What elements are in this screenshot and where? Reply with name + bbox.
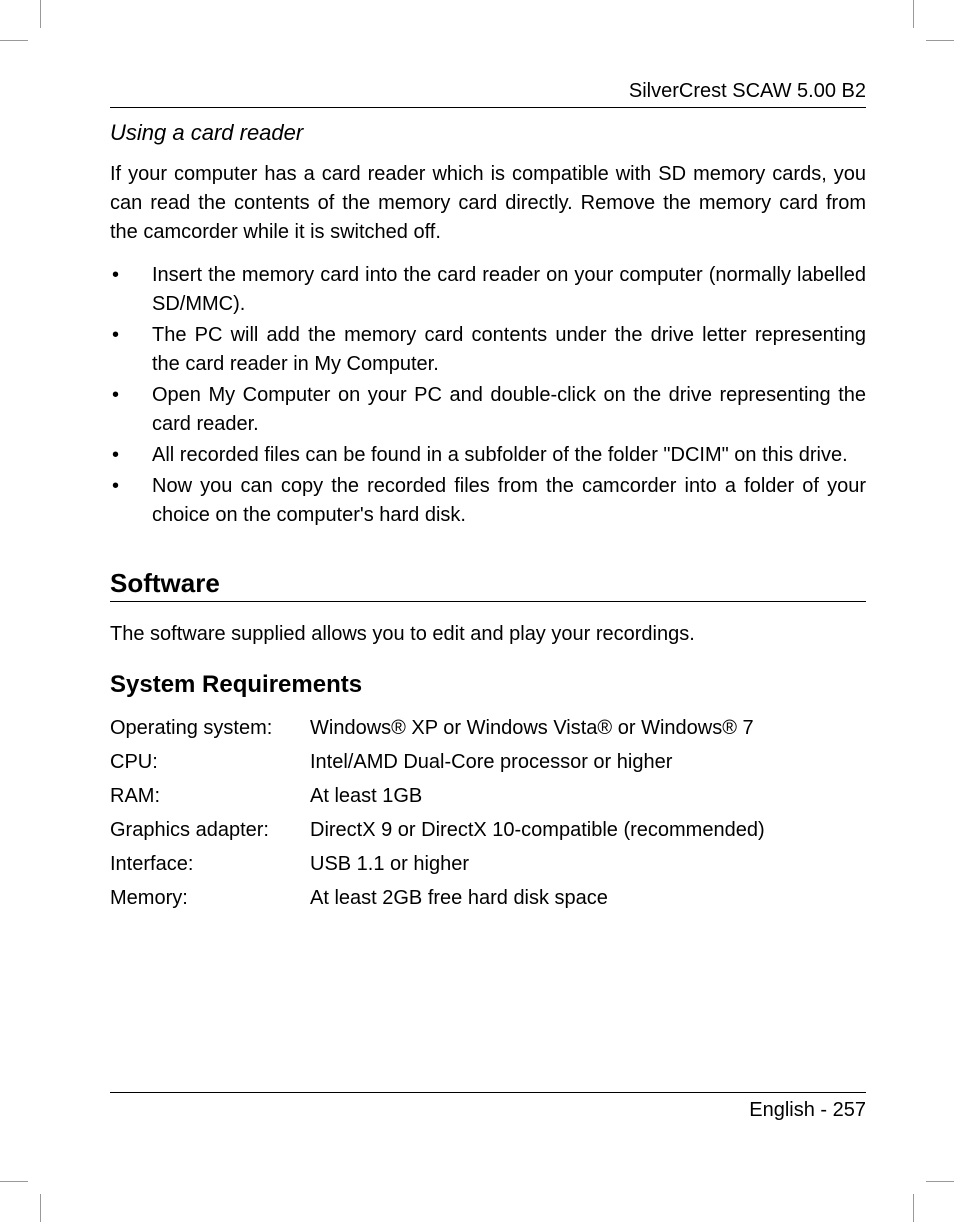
footer-text: English - 257	[749, 1099, 866, 1121]
crop-mark	[926, 1181, 954, 1182]
spec-label: Interface:	[110, 847, 310, 881]
spec-value: Intel/AMD Dual-Core processor or higher	[310, 745, 866, 779]
crop-mark	[913, 1194, 914, 1222]
list-item-text: All recorded files can be found in a sub…	[152, 441, 866, 470]
table-row: RAM: At least 1GB	[110, 779, 866, 813]
bullet-icon: •	[110, 321, 152, 379]
list-item-text: Insert the memory card into the card rea…	[152, 261, 866, 319]
table-row: Memory: At least 2GB free hard disk spac…	[110, 881, 866, 915]
bullet-icon: •	[110, 261, 152, 319]
spec-label: Memory:	[110, 881, 310, 915]
spec-value: At least 2GB free hard disk space	[310, 881, 866, 915]
list-item-text: The PC will add the memory card contents…	[152, 321, 866, 379]
spec-value: At least 1GB	[310, 779, 866, 813]
spec-value: USB 1.1 or higher	[310, 847, 866, 881]
bullet-icon: •	[110, 441, 152, 470]
page: SilverCrest SCAW 5.00 B2 Using a card re…	[0, 0, 954, 1222]
crop-mark	[913, 0, 914, 28]
table-row: Operating system: Windows® XP or Windows…	[110, 711, 866, 745]
page-footer: English - 257	[110, 1092, 866, 1122]
bullet-icon: •	[110, 381, 152, 439]
list-item: • The PC will add the memory card conten…	[110, 321, 866, 379]
table-row: CPU: Intel/AMD Dual-Core processor or hi…	[110, 745, 866, 779]
spec-table: Operating system: Windows® XP or Windows…	[110, 711, 866, 915]
table-row: Graphics adapter: DirectX 9 or DirectX 1…	[110, 813, 866, 847]
software-intro: The software supplied allows you to edit…	[110, 620, 866, 649]
crop-mark	[0, 1181, 28, 1182]
bullet-icon: •	[110, 472, 152, 530]
crop-mark	[40, 0, 41, 28]
list-item-text: Open My Computer on your PC and double-c…	[152, 381, 866, 439]
spec-value: Windows® XP or Windows Vista® or Windows…	[310, 711, 866, 745]
requirements-heading: System Requirements	[110, 671, 866, 699]
bullet-list: • Insert the memory card into the card r…	[110, 261, 866, 530]
software-heading: Software	[110, 568, 866, 602]
list-item: • Now you can copy the recorded files fr…	[110, 472, 866, 530]
section-subtitle: Using a card reader	[110, 120, 866, 146]
spec-label: CPU:	[110, 745, 310, 779]
list-item: • All recorded files can be found in a s…	[110, 441, 866, 470]
crop-mark	[40, 1194, 41, 1222]
crop-mark	[0, 40, 28, 41]
product-name: SilverCrest SCAW 5.00 B2	[110, 80, 866, 103]
table-row: Interface: USB 1.1 or higher	[110, 847, 866, 881]
spec-label: Operating system:	[110, 711, 310, 745]
spec-label: RAM:	[110, 779, 310, 813]
page-header: SilverCrest SCAW 5.00 B2	[110, 80, 866, 108]
list-item-text: Now you can copy the recorded files from…	[152, 472, 866, 530]
list-item: • Insert the memory card into the card r…	[110, 261, 866, 319]
spec-value: DirectX 9 or DirectX 10-compatible (reco…	[310, 813, 866, 847]
spec-label: Graphics adapter:	[110, 813, 310, 847]
crop-mark	[926, 40, 954, 41]
section-intro: If your computer has a card reader which…	[110, 160, 866, 247]
list-item: • Open My Computer on your PC and double…	[110, 381, 866, 439]
